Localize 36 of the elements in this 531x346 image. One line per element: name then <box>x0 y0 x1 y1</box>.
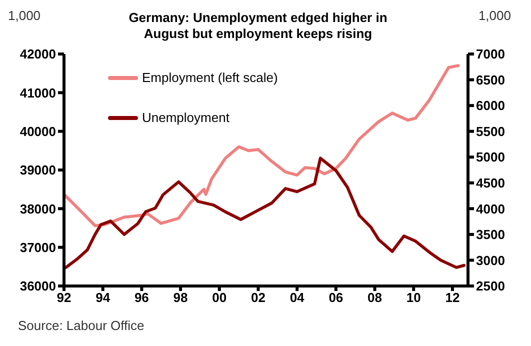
x-tick-label: 06 <box>328 290 344 306</box>
x-tick-label: 08 <box>368 290 382 306</box>
x-tick-label: 94 <box>96 290 111 306</box>
y-tick-label: 40000 <box>20 124 56 139</box>
legend-label: Employment (left scale) <box>142 69 278 87</box>
y2-tick-label: 6500 <box>476 72 505 88</box>
chart-title: Germany: Unemployment edged higher in August but employment keeps rising <box>128 10 388 42</box>
line-series <box>64 64 460 228</box>
y2-tick-label: 4500 <box>476 176 505 191</box>
y-tick-label: 39000 <box>20 162 56 178</box>
x-tick-label: 92 <box>56 290 72 306</box>
x-tick-label: 98 <box>173 290 188 306</box>
y2-tick-label: 7000 <box>476 46 505 62</box>
y-tick-label: 38000 <box>20 201 56 216</box>
line-series <box>64 156 466 269</box>
y-tick-label: 37000 <box>20 240 56 255</box>
legend-label: Unemployment <box>142 109 230 127</box>
y-tick-label: 41000 <box>20 85 56 100</box>
y-tick-label: 42000 <box>20 46 56 62</box>
x-tick-label: 00 <box>212 290 227 306</box>
y2-tick-label: 3000 <box>476 252 505 268</box>
x-tick-label: 96 <box>134 290 149 306</box>
y2-tick-label: 4000 <box>476 201 505 216</box>
x-tick-label: 04 <box>290 290 306 306</box>
x-tick-label: 02 <box>250 290 266 306</box>
text: 1,000 <box>8 8 41 23</box>
y-tick-label: 36000 <box>20 278 56 294</box>
x-tick-label: 10 <box>406 290 421 306</box>
y2-tick-label: 2500 <box>476 278 505 294</box>
text: 1,000 <box>478 8 511 23</box>
x-tick-label: 12 <box>445 290 460 306</box>
y2-tick-label: 3500 <box>476 227 505 242</box>
y2-tick-label: 5000 <box>476 150 505 165</box>
y2-tick-label: 5500 <box>476 124 505 139</box>
y2-tick-label: 6000 <box>476 98 505 114</box>
source-note: Source: Labour Office <box>18 318 144 333</box>
